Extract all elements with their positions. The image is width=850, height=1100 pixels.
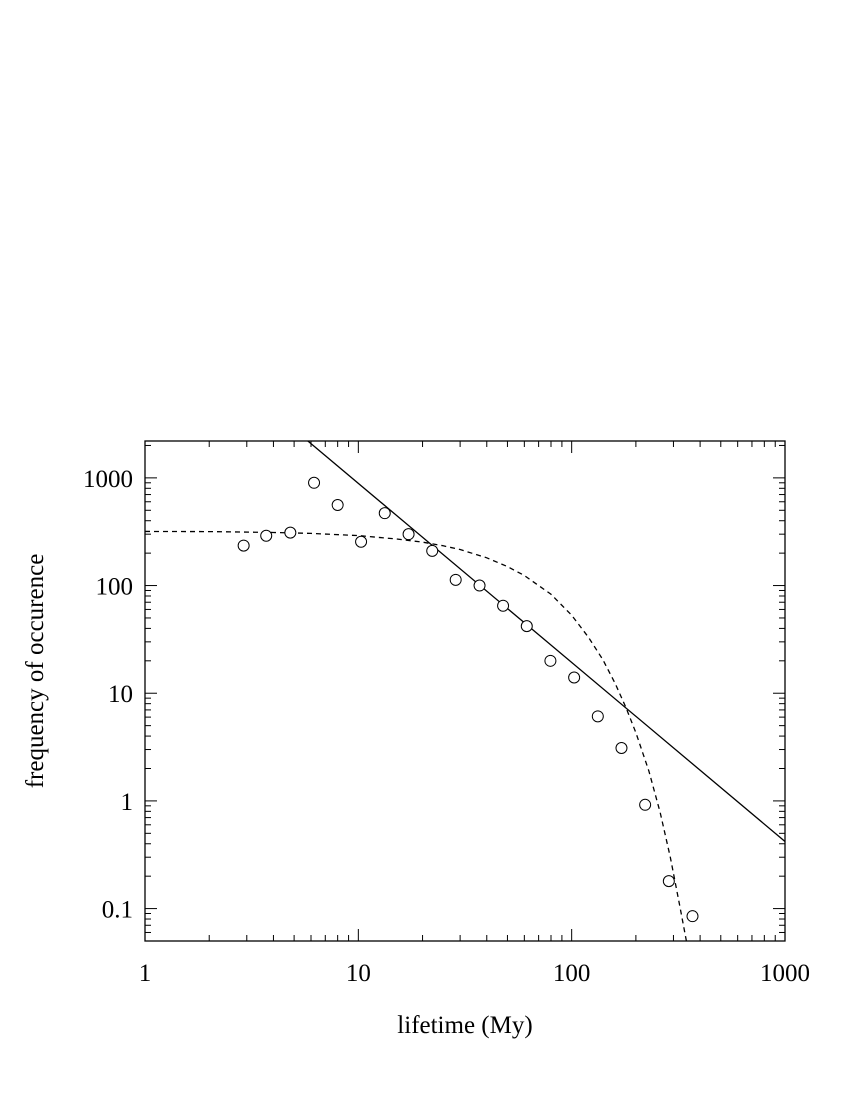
data-point	[639, 798, 652, 811]
x-axis-title: lifetime (My)	[397, 1012, 532, 1039]
y-tick-label: 100	[96, 574, 134, 601]
data-point	[378, 507, 391, 520]
data-point	[284, 526, 297, 539]
fit-lines	[145, 441, 785, 941]
dashed-fit-curve	[145, 530, 688, 941]
data-point	[355, 535, 368, 548]
data-point	[449, 573, 462, 586]
y-tick-label: 1	[121, 789, 134, 816]
data-point	[662, 875, 675, 888]
data-point	[237, 539, 250, 552]
x-tick-label: 1000	[760, 960, 810, 987]
data-point	[615, 741, 628, 754]
x-tick-label: 10	[346, 960, 371, 987]
data-point	[520, 620, 533, 633]
axis-ticks	[144, 441, 786, 942]
data-point	[591, 710, 604, 723]
data-points	[237, 476, 699, 923]
data-point	[473, 579, 486, 592]
data-point	[260, 529, 273, 542]
data-point	[544, 654, 557, 667]
data-point	[402, 528, 415, 541]
solid-power-law-line	[307, 441, 785, 842]
data-point	[331, 498, 344, 511]
data-point	[497, 599, 510, 612]
x-tick-label: 1	[139, 960, 152, 987]
y-axis-title: frequency of occurence	[22, 554, 49, 789]
tick-labels: 1 10 100 1000 0.1 1 10 100 1000	[83, 466, 810, 987]
plot-area: 1 10 100 1000 0.1 1 10 100 1000	[83, 440, 810, 987]
plot-frame	[144, 440, 786, 942]
x-tick-label: 100	[553, 960, 591, 987]
data-point	[308, 476, 321, 489]
data-point	[568, 671, 581, 684]
data-point	[686, 910, 699, 923]
y-tick-label: 1000	[83, 466, 133, 493]
y-tick-label: 10	[108, 681, 133, 708]
data-point	[426, 544, 439, 557]
y-tick-label: 0.1	[102, 897, 133, 924]
